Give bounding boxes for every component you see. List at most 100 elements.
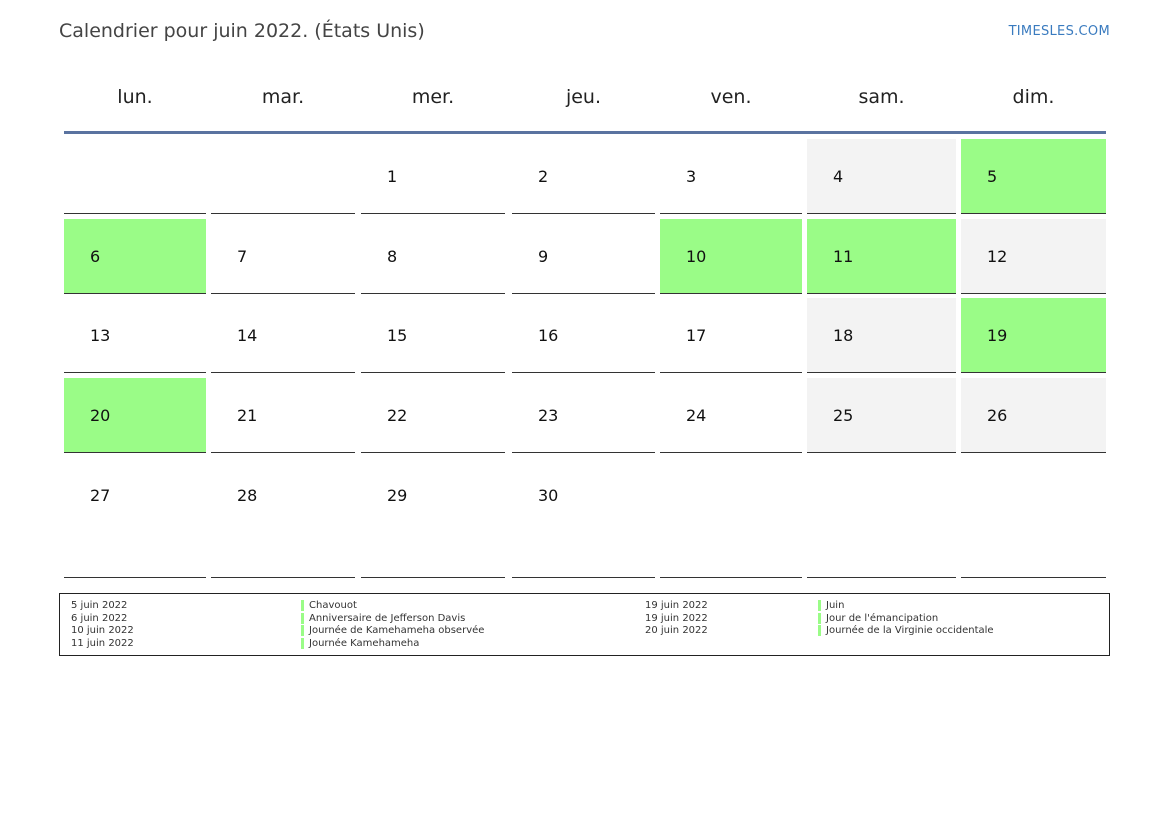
day-cell[interactable]: 14 bbox=[211, 298, 355, 373]
day-number: 19 bbox=[987, 326, 1008, 345]
legend-holiday-name: Journée de la Virginie occidentale bbox=[826, 625, 994, 636]
day-number: 26 bbox=[987, 406, 1008, 425]
day-number: 3 bbox=[686, 167, 697, 186]
day-number: 29 bbox=[387, 486, 408, 505]
legend-date: 20 juin 2022 bbox=[645, 625, 708, 636]
day-number: 20 bbox=[90, 406, 111, 425]
legend-item: 20 juin 2022 Journée de la Virginie occid… bbox=[60, 625, 1109, 637]
legend-item: 19 juin 2022 Juin bbox=[60, 600, 1109, 612]
day-cell[interactable]: 13 bbox=[64, 298, 206, 373]
day-number: 2 bbox=[538, 167, 549, 186]
legend-holiday-name: Jour de l'émancipation bbox=[826, 612, 939, 624]
legend-date: 11 juin 2022 bbox=[71, 637, 134, 649]
day-cell[interactable]: 20 bbox=[64, 378, 206, 453]
legend-holiday-name: Journée Kamehameha bbox=[309, 637, 420, 649]
empty-day-cell bbox=[961, 458, 1106, 578]
day-cell[interactable]: 2 bbox=[512, 139, 655, 214]
weekday-label: ven. bbox=[710, 86, 752, 108]
legend-date: 6 juin 2022 bbox=[71, 612, 128, 624]
day-cell[interactable]: 11 bbox=[807, 219, 956, 294]
day-cell[interactable]: 23 bbox=[512, 378, 655, 453]
day-number: 6 bbox=[90, 247, 101, 266]
legend-holiday-name: Chavouot bbox=[309, 600, 357, 611]
empty-day-cell bbox=[807, 458, 956, 578]
day-cell[interactable]: 10 bbox=[660, 219, 802, 294]
day-cell[interactable]: 28 bbox=[211, 458, 355, 578]
legend-item: 19 juin 2022 Jour de l'émancipation bbox=[60, 612, 1109, 625]
day-number: 24 bbox=[686, 406, 707, 425]
legend-color-swatch bbox=[301, 612, 304, 624]
legend-item: 5 juin 2022 Chavouot bbox=[60, 600, 1109, 612]
day-number: 14 bbox=[237, 326, 258, 345]
day-cell[interactable]: 15 bbox=[361, 298, 505, 373]
day-number: 5 bbox=[987, 167, 998, 186]
page-title: Calendrier pour juin 2022. (États Unis) bbox=[59, 20, 425, 42]
legend-color-swatch bbox=[818, 612, 821, 624]
legend-date: 19 juin 2022 bbox=[645, 612, 708, 624]
holiday-legend: 5 juin 2022 Chavouot 6 juin 2022 Anniversai… bbox=[59, 593, 1110, 656]
day-number: 15 bbox=[387, 326, 408, 345]
day-number: 1 bbox=[387, 167, 398, 186]
day-number: 9 bbox=[538, 247, 549, 266]
day-number: 11 bbox=[833, 247, 854, 266]
day-cell[interactable]: 12 bbox=[961, 219, 1106, 294]
legend-date: 5 juin 2022 bbox=[71, 600, 128, 611]
day-cell[interactable]: 1 bbox=[361, 139, 505, 214]
legend-color-swatch bbox=[818, 600, 821, 611]
legend-date: 10 juin 2022 bbox=[71, 625, 134, 636]
weekday-header-row: lun. mar. mer. jeu. ven. sam. dim. bbox=[64, 86, 1106, 116]
day-cell[interactable]: 18 bbox=[807, 298, 956, 373]
day-number: 18 bbox=[833, 326, 854, 345]
day-cell[interactable]: 29 bbox=[361, 458, 505, 578]
empty-day-cell bbox=[660, 458, 802, 578]
day-number: 12 bbox=[987, 247, 1008, 266]
legend-color-swatch bbox=[818, 625, 821, 636]
day-number: 4 bbox=[833, 167, 844, 186]
legend-holiday-name: Journée de Kamehameha observée bbox=[309, 625, 485, 636]
legend-date: 19 juin 2022 bbox=[645, 600, 708, 611]
site-link[interactable]: TIMESLES.COM bbox=[1008, 24, 1110, 39]
day-cell[interactable]: 8 bbox=[361, 219, 505, 294]
weekday-label: jeu. bbox=[565, 86, 602, 108]
legend-item: 10 juin 2022 Journée de Kamehameha observ… bbox=[60, 625, 1109, 637]
day-cell[interactable]: 26 bbox=[961, 378, 1106, 453]
weekday-label: mar. bbox=[261, 86, 305, 108]
legend-color-swatch bbox=[301, 625, 304, 636]
day-cell[interactable]: 3 bbox=[660, 139, 802, 214]
legend-color-swatch bbox=[301, 600, 304, 611]
header-divider bbox=[64, 131, 1106, 134]
legend-item: 11 juin 2022 Journée Kamehameha bbox=[60, 637, 1109, 650]
legend-holiday-name: Juin bbox=[826, 600, 845, 611]
day-number: 22 bbox=[387, 406, 408, 425]
day-number: 23 bbox=[538, 406, 559, 425]
day-number: 8 bbox=[387, 247, 398, 266]
day-number: 27 bbox=[90, 486, 111, 505]
day-cell[interactable]: 24 bbox=[660, 378, 802, 453]
legend-holiday-name: Anniversaire de Jefferson Davis bbox=[309, 612, 466, 624]
day-cell[interactable]: 25 bbox=[807, 378, 956, 453]
day-cell[interactable]: 4 bbox=[807, 139, 956, 214]
day-cell[interactable]: 19 bbox=[961, 298, 1106, 373]
day-number: 10 bbox=[686, 247, 707, 266]
legend-item: 6 juin 2022 Anniversaire de Jefferson Dav… bbox=[60, 612, 1109, 625]
day-cell[interactable]: 5 bbox=[961, 139, 1106, 214]
weekday-label: mer. bbox=[411, 86, 455, 108]
day-number: 28 bbox=[237, 486, 258, 505]
day-number: 7 bbox=[237, 247, 248, 266]
day-cell[interactable]: 21 bbox=[211, 378, 355, 453]
day-cell[interactable]: 30 bbox=[512, 458, 655, 578]
day-number: 21 bbox=[237, 406, 258, 425]
day-cell[interactable]: 17 bbox=[660, 298, 802, 373]
day-cell[interactable]: 22 bbox=[361, 378, 505, 453]
day-cell[interactable]: 9 bbox=[512, 219, 655, 294]
day-cell[interactable]: 7 bbox=[211, 219, 355, 294]
weekday-label: lun. bbox=[117, 86, 153, 108]
day-number: 16 bbox=[538, 326, 559, 345]
day-cell[interactable]: 16 bbox=[512, 298, 655, 373]
day-cell[interactable]: 6 bbox=[64, 219, 206, 294]
day-cell[interactable]: 27 bbox=[64, 458, 206, 578]
legend-color-swatch bbox=[301, 637, 304, 649]
weekday-label: sam. bbox=[858, 86, 905, 108]
day-number: 25 bbox=[833, 406, 854, 425]
day-number: 30 bbox=[538, 486, 559, 505]
